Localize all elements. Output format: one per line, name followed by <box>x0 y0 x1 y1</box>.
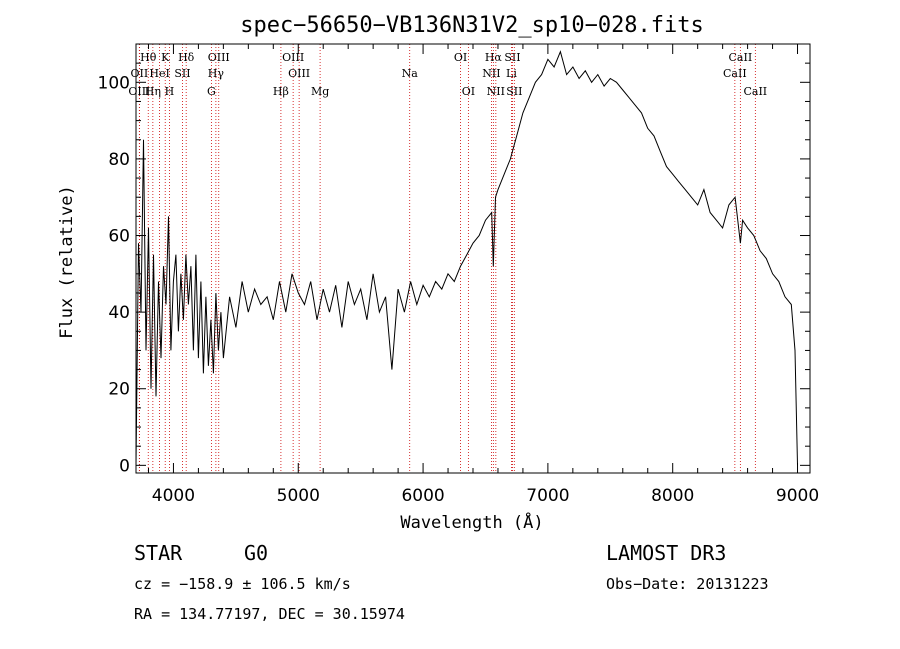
spectral-line-label: K <box>161 51 170 64</box>
spectral-line-label: OII <box>131 67 149 80</box>
plot-frame <box>135 43 811 474</box>
spectral-line-label: Hβ <box>273 85 289 98</box>
spectral-line-label: OIII <box>288 67 310 80</box>
chart-title: spec−56650−VB136N31V2_sp10−028.fits <box>240 13 704 38</box>
x-tick-label: 4000 <box>152 486 195 506</box>
object-class: STAR <box>134 541 183 565</box>
spectral-line-label: Hγ <box>208 67 225 80</box>
y-tick-label: 0 <box>119 456 130 476</box>
spectral-line-label: OI <box>454 51 467 64</box>
spectral-line-label: H <box>165 85 175 98</box>
survey-name: LAMOST DR3 <box>606 541 726 565</box>
y-tick-label: 100 <box>98 73 130 93</box>
spectral-line-label: NII <box>482 67 500 80</box>
spectrum-series-line <box>135 50 798 466</box>
redshift-value: cz = −158.9 ± 106.5 km/s <box>134 575 351 593</box>
object-subclass: G0 <box>244 541 268 565</box>
x-tick-label: 8000 <box>651 486 694 506</box>
spectral-line-label: Hθ <box>140 51 157 64</box>
y-tick-label: 40 <box>108 303 130 323</box>
spectral-line-label: CaII <box>729 51 753 64</box>
spectral-line-label: G <box>207 85 216 98</box>
spectral-line-label: SII <box>506 85 522 98</box>
y-axis-label: Flux (relative) <box>57 185 77 339</box>
spectral-line-label: CaII <box>723 67 747 80</box>
obs-date: Obs−Date: 20131223 <box>606 575 769 593</box>
spectral-line-label: OIII <box>128 85 150 98</box>
x-tick-label: 5000 <box>277 486 320 506</box>
spectral-line-label: Hδ <box>178 51 195 64</box>
spectral-line-label: CaII <box>743 85 767 98</box>
spectral-line-label: OI <box>462 85 475 98</box>
spectral-line-label: Na <box>402 67 419 80</box>
x-tick-label: 7000 <box>526 486 569 506</box>
x-tick-label: 6000 <box>401 486 444 506</box>
spectral-line-label: OIII <box>208 51 230 64</box>
spectral-line-label: NII <box>487 85 505 98</box>
spectral-line-label: Mg <box>311 85 329 98</box>
x-axis-label: Wavelength (Å) <box>400 511 543 533</box>
x-tick-label: 9000 <box>776 486 819 506</box>
y-tick-label: 60 <box>108 227 130 247</box>
y-tick-label: 20 <box>108 380 130 400</box>
axis-ticks: 4000 5000 6000 7000 8000 9000 0 20 40 60 80 100 <box>98 43 819 506</box>
spectral-line-label: OIII <box>282 51 304 64</box>
coordinates: RA = 134.77197, DEC = 30.15974 <box>134 605 405 623</box>
spectral-line-label: SII <box>174 67 190 80</box>
spectral-line-label: SII <box>504 51 520 64</box>
spectral-line-label: HeI <box>149 67 169 80</box>
spectral-line-label: Li <box>506 67 517 80</box>
spectral-line-label: Hη <box>145 85 161 98</box>
y-tick-label: 80 <box>108 150 130 170</box>
spectral-line-label: Hα <box>485 51 503 64</box>
